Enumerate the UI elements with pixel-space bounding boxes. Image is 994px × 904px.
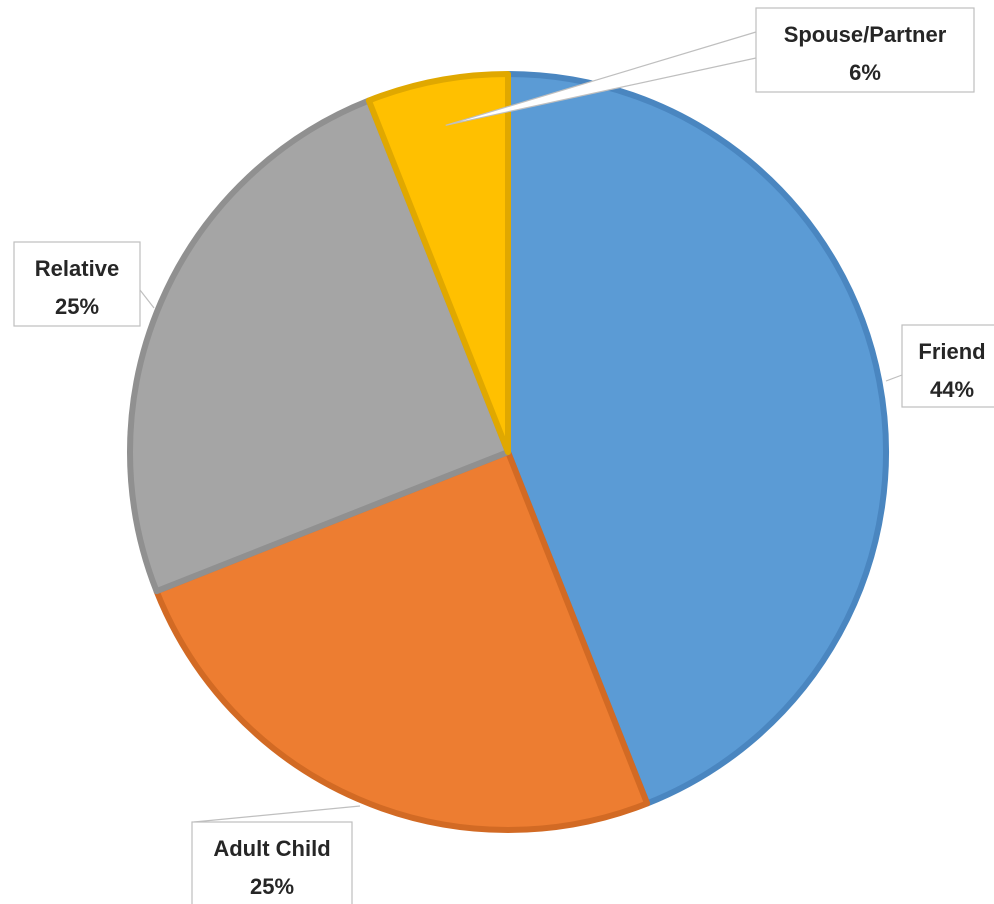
data-label-name-relative: Relative [35, 256, 119, 281]
data-label-box-adult-child [191, 821, 353, 904]
leader-line-relative [139, 289, 155, 309]
leader-line-spouse-partner [445, 31, 757, 126]
data-labels: Friend 44% Adult Child 25% Relative 25% Spouse… [13, 7, 994, 904]
data-label-box-spouse-partner [755, 7, 975, 93]
leader-line-friend [885, 374, 903, 382]
data-label-value-spouse-partner: 6% [849, 60, 881, 85]
pie-slice-spouse-partner [365, 71, 511, 455]
pie-slice-friend [505, 71, 890, 807]
data-label-name-adult-child: Adult Child [213, 836, 330, 861]
data-label-box-friend [901, 324, 994, 408]
pie-slice-relative [127, 97, 511, 595]
data-label-value-adult-child: 25% [250, 874, 294, 899]
data-label-name-spouse-partner: Spouse/Partner [784, 22, 947, 47]
data-label-box-relative [13, 241, 141, 327]
pie-slices [127, 71, 890, 833]
leader-line-adult-child [193, 805, 361, 823]
data-label-name-friend: Friend [918, 339, 985, 364]
data-label-value-friend: 44% [930, 377, 974, 402]
data-label-value-relative: 25% [55, 294, 99, 319]
pie-slice-adult-child [153, 449, 651, 833]
leader-lines [139, 31, 903, 823]
